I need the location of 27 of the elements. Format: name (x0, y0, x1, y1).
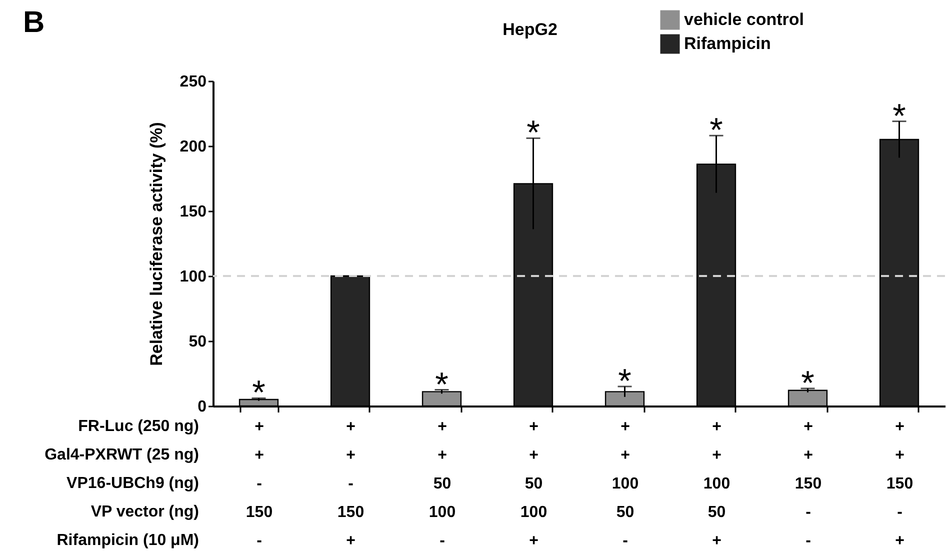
y-tick-label: 100 (180, 268, 207, 286)
x-tick-label: + + - 150 - (246, 418, 273, 550)
data-label: * (435, 366, 448, 404)
x-tick-label: + + 50 100 - (428, 418, 456, 550)
y-tick-label: 0 (198, 398, 207, 416)
legend-label: Rifampicin (684, 34, 771, 53)
x-tick-label: + + 150 - + (886, 418, 914, 550)
x-tick-label: + + 100 50 + (703, 418, 730, 550)
text: B (23, 6, 45, 39)
data-label: * (526, 114, 540, 152)
y-axis-title: Relative luciferase activity (%) (146, 122, 166, 366)
x-axis-title: FR-Luc (250 ng) Gal4-PXRWT (25 ng) VP16-UBCh9 (ng) VP vector (ng) Rifampicin (10 μM) (44, 418, 199, 549)
data-label: * (801, 364, 814, 402)
y-tick-label: 150 (180, 204, 207, 220)
y-tick-label: 250 (180, 74, 207, 90)
x-tick-label: + + 50 100 + (520, 418, 548, 550)
data-label: * (252, 374, 266, 412)
data-label: * (710, 112, 723, 150)
y-tick-label: 200 (180, 138, 207, 156)
legend-label: vehicle control (684, 10, 804, 29)
chart-title: HepG2 (502, 20, 558, 39)
data-label: * (618, 362, 632, 400)
x-tick-label: + + 150 - - (794, 418, 822, 550)
data-label: * (892, 97, 906, 136)
x-tick-label: + + - 150 + (337, 418, 364, 550)
y-tick-label: 50 (188, 334, 207, 350)
x-tick-label: + + 100 50 - (612, 418, 639, 550)
